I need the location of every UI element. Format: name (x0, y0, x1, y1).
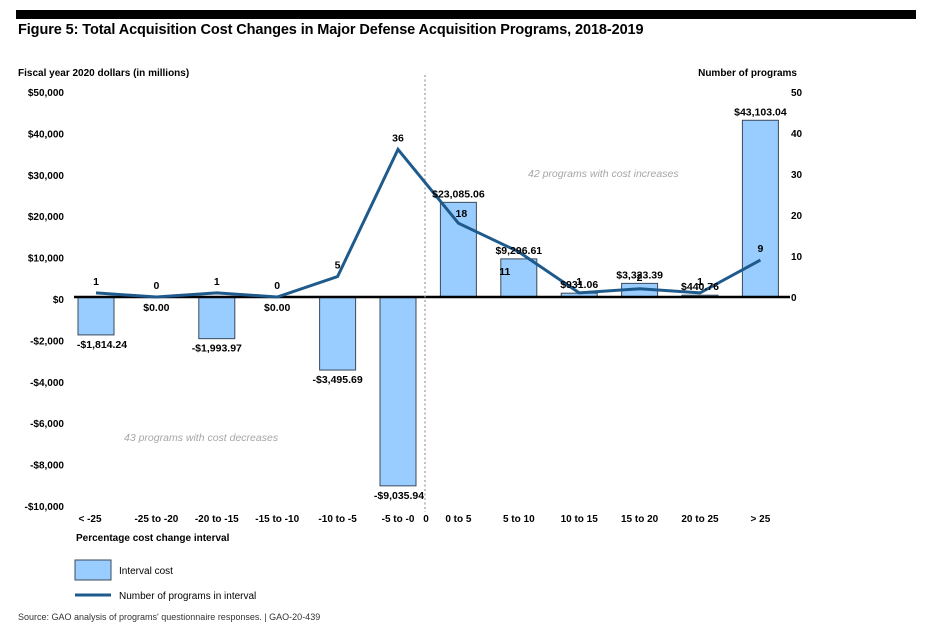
bar (439, 201, 477, 298)
line-value-label: 36 (392, 132, 404, 144)
bar-value-label: $9,296.61 (495, 245, 542, 257)
bar-value-label: $23,085.06 (432, 188, 485, 200)
y-left-tick-label: $40,000 (28, 129, 65, 140)
line-value-label: 2 (637, 272, 643, 284)
bar-value-label: -$3,495.69 (312, 374, 362, 386)
y-right-tick-label: 30 (791, 170, 803, 181)
bar (77, 296, 115, 336)
header-rule (16, 10, 916, 19)
y-left-tick-label: $20,000 (28, 212, 65, 223)
bar-value-label: -$1,814.24 (77, 339, 127, 351)
line-value-label: 9 (757, 243, 763, 255)
line-series (95, 146, 762, 299)
x-tick-label: -10 to -5 (318, 514, 357, 525)
line-value-label: 0 (153, 280, 159, 292)
y-right-axis-title: Number of programs (698, 68, 797, 79)
y-right-tick-label: 40 (791, 129, 803, 140)
legend-label-bar: Interval cost (119, 566, 173, 577)
bar (198, 296, 236, 340)
source-note: Source: GAO analysis of programs' questi… (18, 612, 320, 622)
bar-series (77, 119, 779, 487)
bar-value-label: $43,103.04 (734, 106, 787, 118)
x-tick-label: -15 to -10 (255, 514, 299, 525)
y-right-tick-label: 0 (791, 293, 797, 304)
bar-labels: -$1,814.24 $0.00 -$1,993.97 $0.00 -$3,495.69… (77, 106, 787, 502)
y-right-tick-label: 20 (791, 211, 803, 222)
x-tick-label: -25 to -20 (134, 514, 178, 525)
bar-value-label: -$1,993.97 (192, 343, 242, 355)
line-value-label: 1 (576, 276, 582, 288)
annotation-increases: 42 programs with cost increases (528, 168, 679, 180)
y-left-tick-label: -$10,000 (25, 502, 65, 513)
legend-swatch-bar (74, 559, 112, 581)
y-left-tick-label: $50,000 (28, 88, 65, 99)
line-value-label: 1 (697, 276, 703, 288)
x-tick-label: 20 to 25 (681, 514, 719, 525)
x-tick-label: > 25 (751, 514, 771, 525)
line-value-label: 1 (214, 276, 220, 288)
y-left-tick-label: -$6,000 (30, 419, 64, 430)
x-tick-label: -20 to -15 (195, 514, 239, 525)
y-right-ticks: 50 40 30 20 10 0 (791, 88, 803, 304)
bar (379, 296, 417, 487)
line-path (95, 146, 762, 299)
x-axis-title: Percentage cost change interval (76, 533, 230, 544)
legend-label-line: Number of programs in interval (119, 591, 256, 602)
x-ticks: < -25 -25 to -20 -20 to -15 -15 to -10 -10 t… (78, 514, 770, 525)
y-left-tick-label: $10,000 (28, 254, 65, 265)
bar (500, 258, 538, 298)
annotation-decreases: 43 programs with cost decreases (124, 432, 279, 444)
x-tick-label: < -25 (78, 514, 102, 525)
x-tick-label: 5 to 10 (503, 514, 535, 525)
y-left-ticks: $50,000 $40,000 $30,000 $20,000 $10,000 $0 -$2… (25, 88, 65, 513)
y-left-tick-label: -$4,000 (30, 378, 64, 389)
line-value-label: 5 (335, 260, 341, 272)
y-left-tick-label: $30,000 (28, 171, 65, 182)
figure-title: Figure 5: Total Acquisition Cost Changes… (18, 22, 644, 38)
line-value-label: 18 (456, 208, 468, 220)
bar (741, 119, 779, 298)
y-left-tick-label: $0 (53, 295, 65, 306)
y-left-axis-title: Fiscal year 2020 dollars (in millions) (18, 68, 189, 79)
y-right-tick-label: 10 (791, 252, 803, 263)
line-value-label: 11 (499, 266, 510, 278)
bar-value-label: $440.76 (681, 281, 719, 293)
bar (319, 296, 357, 371)
bar-value-label: $931.06 (560, 279, 598, 291)
line-value-label: 1 (93, 276, 99, 288)
x-tick-label: -5 to -0 (382, 514, 415, 525)
bar-value-label: -$9,035.94 (374, 490, 424, 502)
x-tick-label: 10 to 15 (561, 514, 599, 525)
y-left-tick-label: -$8,000 (30, 461, 64, 472)
x-tick-label: 0 to 5 (445, 514, 472, 525)
line-value-label: 0 (274, 280, 280, 292)
bar-value-label: $3,323.39 (616, 269, 663, 281)
x-tick-label: 15 to 20 (621, 514, 659, 525)
y-left-tick-label: -$2,000 (30, 336, 64, 347)
y-right-tick-label: 50 (791, 88, 803, 99)
bar-value-label: $0.00 (143, 302, 169, 314)
x-divider-label: 0 (423, 514, 429, 525)
bar-value-label: $0.00 (264, 302, 290, 314)
